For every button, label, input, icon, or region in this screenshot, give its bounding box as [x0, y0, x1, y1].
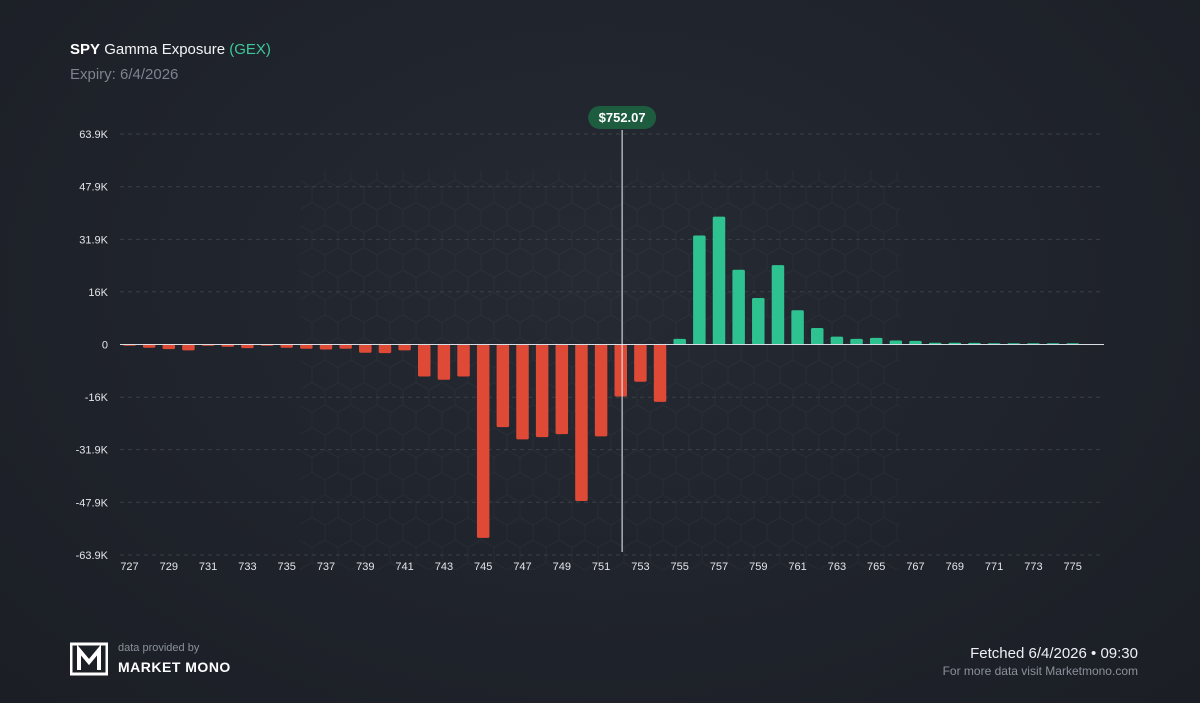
gex-bar [535, 344, 549, 438]
x-tick-label: 735 [278, 561, 296, 573]
gex-bar [594, 344, 608, 437]
gex-bar [182, 344, 195, 351]
gex-bar [850, 338, 863, 345]
chart-title: SPY Gamma Exposure (GEX) [70, 41, 271, 58]
x-tick-label: 749 [553, 561, 571, 573]
y-tick-label: -47.9K [76, 497, 109, 509]
gex-bar [752, 298, 765, 345]
x-tick-label: 769 [946, 561, 964, 573]
x-tick-label: 775 [1064, 561, 1082, 573]
x-tick-label: 731 [199, 561, 217, 573]
provided-by-label: data provided by [118, 641, 200, 654]
gex-bar [575, 344, 588, 501]
gex-bar [319, 344, 333, 350]
gex-bar [614, 344, 627, 397]
x-tick-label: 753 [631, 561, 649, 573]
gex-bar [889, 340, 903, 345]
gex-bar [732, 269, 745, 345]
y-tick-label: 47.9K [79, 182, 108, 194]
x-tick-label: 759 [749, 561, 767, 573]
y-tick-label: 16K [88, 287, 108, 299]
gex-bar [437, 344, 451, 380]
x-tick-label: 771 [985, 561, 1003, 573]
market-mono-logo-icon [70, 642, 108, 676]
gex-bar [712, 216, 726, 345]
more-data-link[interactable]: For more data visit Marketmono.com [942, 664, 1138, 678]
gex-bar [830, 336, 844, 345]
title-tag: (GEX) [229, 41, 271, 58]
y-tick-label: 0 [102, 340, 108, 352]
gex-bar [791, 310, 804, 345]
gex-bar [693, 235, 706, 345]
x-tick-label: 757 [710, 561, 728, 573]
x-tick-label: 751 [592, 561, 610, 573]
x-tick-label: 737 [317, 561, 335, 573]
fetched-block: Fetched 6/4/2026 • 09:30 For more data v… [943, 645, 1138, 678]
gex-bar [142, 344, 156, 348]
y-tick-label: -16K [85, 392, 109, 404]
y-tick-label: -31.9K [76, 445, 109, 457]
expiry-label: Expiry: 6/4/2026 [70, 66, 179, 83]
x-tick-label: 733 [238, 561, 256, 573]
gex-bar [771, 265, 785, 345]
x-tick-label: 741 [395, 561, 413, 573]
x-tick-label: 739 [356, 561, 374, 573]
x-tick-label: 743 [435, 561, 453, 573]
chart-header: SPY Gamma Exposure (GEX) Expiry: 6/4/202… [70, 41, 271, 83]
gex-bar [869, 337, 883, 345]
grid-lines [120, 133, 1104, 556]
gex-bar [221, 344, 234, 347]
x-tick-label: 763 [828, 561, 846, 573]
x-tick-label: 745 [474, 561, 492, 573]
gex-bar [516, 344, 529, 440]
y-tick-label: -63.9K [76, 550, 109, 562]
gex-bar [418, 344, 431, 377]
x-tick-label: 767 [906, 561, 924, 573]
x-tick-label: 729 [160, 561, 178, 573]
x-tick-label: 755 [671, 561, 689, 573]
gex-bar [555, 344, 569, 435]
brand-block: data provided by MARKET MONO [70, 640, 231, 676]
x-tick-label: 727 [120, 561, 138, 573]
gex-bar [162, 344, 176, 350]
gex-bar [653, 344, 667, 402]
y-tick-label: 63.9K [79, 129, 108, 141]
gex-bar [241, 344, 254, 349]
y-axis-labels: 63.9K 47.9K 31.9K 16K 0 -16K -31.9K -47.9K -63.9… [76, 129, 109, 562]
x-tick-label: 747 [513, 561, 531, 573]
gex-bar [476, 344, 490, 538]
bars [123, 216, 1079, 538]
ticker-symbol: SPY [70, 41, 101, 58]
current-price-marker: $752.07 [588, 106, 657, 552]
x-axis-labels: 727 729 731 733 735 737 739 741 743 745 747 749 751 7… [120, 561, 1082, 573]
title-text: Gamma Exposure [104, 41, 226, 58]
gex-bar [359, 344, 372, 353]
gex-bar [457, 344, 470, 377]
x-tick-label: 765 [867, 561, 885, 573]
gex-bar [339, 344, 352, 349]
gex-bar [496, 344, 510, 428]
gex-bar [300, 344, 313, 349]
gex-bar [398, 344, 411, 351]
gex-bar [909, 340, 922, 345]
gex-bar [280, 344, 293, 348]
gex-bar [378, 344, 392, 354]
gex-bar [634, 344, 647, 382]
x-tick-label: 761 [788, 561, 806, 573]
gex-bar [811, 328, 824, 345]
brand-name: MARKET MONO [118, 658, 231, 675]
x-tick-label: 773 [1024, 561, 1042, 573]
current-price-badge [588, 106, 657, 129]
gex-bar [673, 338, 686, 345]
y-tick-label: 31.9K [79, 234, 108, 246]
current-price-label: $752.07 [599, 110, 646, 125]
fetched-timestamp: Fetched 6/4/2026 • 09:30 [970, 645, 1138, 662]
